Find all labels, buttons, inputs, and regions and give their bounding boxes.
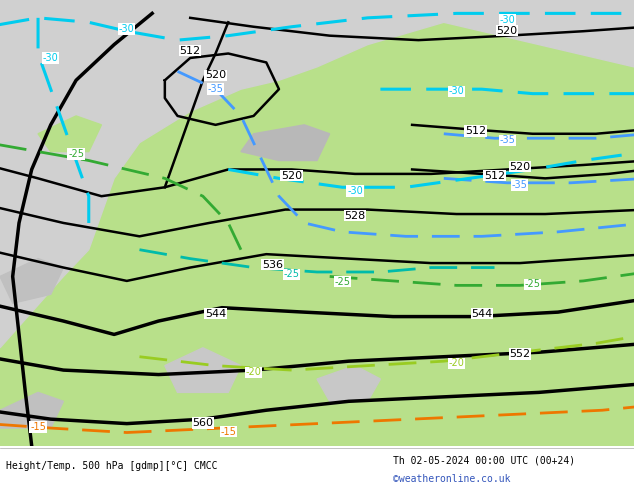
Text: 552: 552 <box>509 349 531 359</box>
Polygon shape <box>241 125 330 161</box>
Text: 560: 560 <box>192 418 214 428</box>
Text: -30: -30 <box>347 186 363 196</box>
Polygon shape <box>228 62 355 107</box>
Text: -35: -35 <box>207 84 224 94</box>
Polygon shape <box>330 45 634 134</box>
Polygon shape <box>0 0 634 446</box>
Polygon shape <box>0 392 63 428</box>
Text: 512: 512 <box>484 171 505 181</box>
Text: -30: -30 <box>500 15 515 25</box>
Text: 512: 512 <box>179 46 201 56</box>
Text: -15: -15 <box>220 427 236 437</box>
Text: 544: 544 <box>471 309 493 319</box>
Polygon shape <box>317 366 380 401</box>
Text: -15: -15 <box>30 422 46 432</box>
Text: -25: -25 <box>68 149 84 159</box>
Text: 528: 528 <box>344 211 366 220</box>
Text: -25: -25 <box>283 269 300 279</box>
Text: 520: 520 <box>509 162 531 172</box>
Text: -30: -30 <box>449 86 464 97</box>
Text: 544: 544 <box>205 309 226 319</box>
Polygon shape <box>0 259 63 303</box>
Text: -25: -25 <box>524 279 541 290</box>
Text: -35: -35 <box>499 135 515 146</box>
Text: Height/Temp. 500 hPa [gdmp][°C] CMCC: Height/Temp. 500 hPa [gdmp][°C] CMCC <box>6 461 218 471</box>
Text: 520: 520 <box>205 70 226 80</box>
Text: -20: -20 <box>448 358 465 368</box>
Text: ©weatheronline.co.uk: ©weatheronline.co.uk <box>393 474 510 484</box>
Polygon shape <box>13 72 63 107</box>
Text: -35: -35 <box>512 180 528 190</box>
Polygon shape <box>165 348 241 392</box>
Text: 520: 520 <box>281 171 302 181</box>
Text: -30: -30 <box>119 24 134 34</box>
Text: 520: 520 <box>496 25 518 36</box>
Text: Th 02-05-2024 00:00 UTC (00+24): Th 02-05-2024 00:00 UTC (00+24) <box>393 455 575 465</box>
Text: 512: 512 <box>465 126 486 136</box>
Text: -25: -25 <box>334 277 351 287</box>
Text: -30: -30 <box>43 53 58 63</box>
Text: 536: 536 <box>262 260 283 270</box>
Polygon shape <box>0 0 634 348</box>
Text: -20: -20 <box>245 368 262 377</box>
Polygon shape <box>38 116 101 151</box>
